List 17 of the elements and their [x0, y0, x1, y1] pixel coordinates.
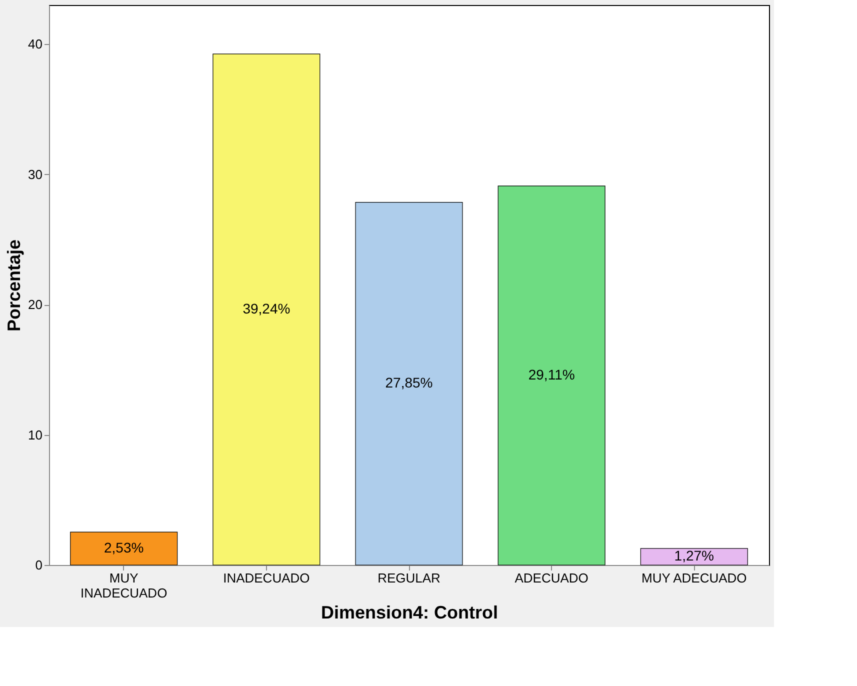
- x-axis-title: Dimension4: Control: [320, 602, 498, 622]
- x-tick-label: MUY ADECUADO: [642, 570, 747, 586]
- y-tick-label: 20: [28, 297, 42, 312]
- x-tick-label: INADECUADO: [223, 570, 310, 586]
- x-tick-label: REGULAR: [378, 570, 440, 586]
- y-tick-label: 10: [28, 427, 42, 442]
- data-label: 29,11%: [528, 366, 575, 382]
- y-tick-label: 0: [35, 558, 42, 572]
- x-tick-label: ADECUADO: [514, 570, 588, 586]
- y-tick-label: 40: [28, 36, 42, 52]
- data-label: 39,24%: [242, 300, 290, 316]
- data-label: 2,53%: [104, 540, 144, 556]
- x-tick-label: MUY INADECUADO: [80, 570, 168, 600]
- y-axis-title: Porcentaje: [4, 239, 24, 332]
- data-label: 27,85%: [385, 374, 433, 391]
- y-tick-label: 30: [28, 166, 42, 182]
- data-label: 1,27%: [674, 548, 714, 564]
